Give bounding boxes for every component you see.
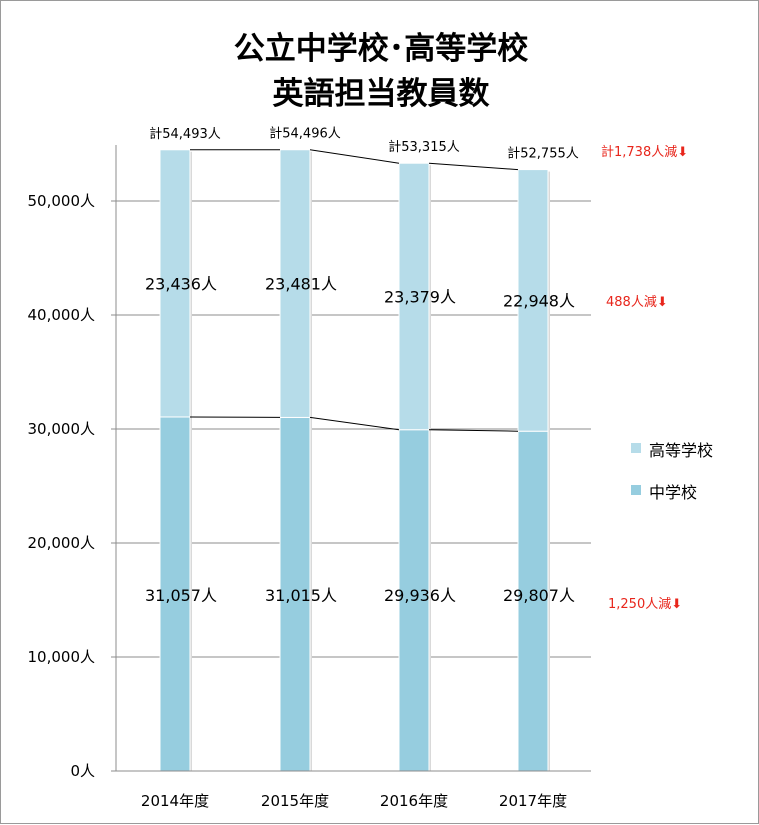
total-label: 計54,496人 bbox=[269, 126, 341, 142]
total-connector bbox=[310, 150, 399, 163]
middle-change-text: 1,250人減 bbox=[608, 596, 671, 612]
legend-swatch-middle bbox=[631, 485, 641, 495]
y-tick-label: 40,000人 bbox=[28, 306, 96, 324]
middle-school-value-label: 31,057人 bbox=[145, 586, 217, 605]
legend: 高等学校 中学校 bbox=[631, 441, 713, 502]
middle-change-annotation: 1,250人減⬇ bbox=[608, 596, 682, 612]
x-tick-label: 2015年度 bbox=[261, 792, 329, 810]
y-tick-label: 10,000人 bbox=[28, 648, 96, 666]
chart-title-line-2: 英語担当教員数 bbox=[273, 76, 490, 112]
total-label: 計52,755人 bbox=[507, 146, 579, 162]
legend-swatch-high bbox=[631, 443, 641, 453]
chart-title-line-1: 公立中学校･高等学校 bbox=[234, 31, 529, 67]
high-change-annotation: 488人減⬇ bbox=[606, 294, 668, 310]
middle-school-value-label: 31,015人 bbox=[265, 586, 337, 605]
x-tick-label: 2014年度 bbox=[141, 792, 209, 810]
data-labels: 計54,493人 23,436人 31,057人 計54,496人 23,481人 31,… bbox=[145, 126, 579, 605]
y-tick-label: 0人 bbox=[70, 762, 95, 780]
down-arrow-icon: ⬇ bbox=[657, 295, 668, 310]
y-tick-label: 20,000人 bbox=[28, 534, 96, 552]
down-arrow-icon: ⬇ bbox=[671, 597, 682, 612]
high-school-value-label: 22,948人 bbox=[503, 291, 575, 310]
y-tick-label: 50,000人 bbox=[28, 192, 96, 210]
total-change-annotation: 計1,738人減⬇ bbox=[601, 144, 688, 160]
x-tick-label: 2017年度 bbox=[499, 792, 567, 810]
legend-label-high: 高等学校 bbox=[649, 441, 713, 460]
legend-label-middle: 中学校 bbox=[649, 483, 697, 502]
high-school-value-label: 23,379人 bbox=[384, 287, 456, 306]
total-connector bbox=[429, 163, 518, 169]
middle-school-value-label: 29,807人 bbox=[503, 586, 575, 605]
high-school-value-label: 23,481人 bbox=[265, 275, 337, 294]
middle-connector bbox=[429, 430, 518, 431]
middle-connector bbox=[310, 417, 399, 429]
high-change-text: 488人減 bbox=[606, 294, 657, 310]
high-school-value-label: 23,436人 bbox=[145, 274, 217, 293]
middle-school-value-label: 29,936人 bbox=[384, 586, 456, 605]
total-label: 計54,493人 bbox=[149, 126, 221, 142]
total-label: 計53,315人 bbox=[388, 139, 460, 155]
x-tick-label: 2016年度 bbox=[380, 792, 448, 810]
bars bbox=[160, 150, 550, 771]
down-arrow-icon: ⬇ bbox=[677, 145, 688, 160]
total-change-text: 計1,738人減 bbox=[601, 144, 677, 160]
y-tick-label: 30,000人 bbox=[28, 420, 96, 438]
connector-lines bbox=[190, 150, 518, 431]
